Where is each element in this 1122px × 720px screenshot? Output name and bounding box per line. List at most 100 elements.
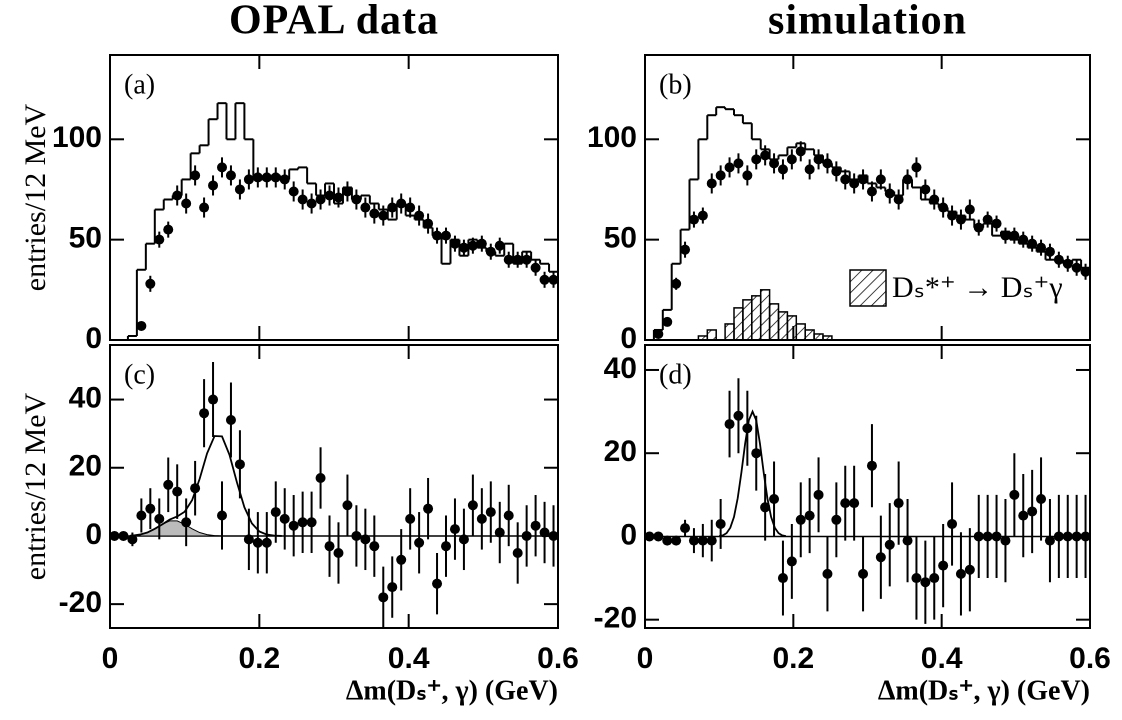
signal-bar (742, 299, 753, 340)
signal-bar (786, 315, 798, 340)
signal-bar (804, 329, 815, 340)
data-point (920, 577, 931, 588)
data-point (378, 592, 389, 603)
data-point (208, 394, 219, 405)
data-point (288, 520, 299, 531)
data-point (485, 246, 496, 257)
data-point (866, 186, 877, 197)
data-point (1018, 510, 1029, 521)
data-point (163, 224, 174, 235)
x-tick-label: 0.4 (388, 642, 430, 675)
data-point (680, 523, 691, 534)
data-point (902, 174, 913, 185)
data-point (715, 170, 726, 181)
x-tick-label: 0.4 (921, 642, 963, 675)
data-point (163, 479, 174, 490)
data-point (494, 527, 505, 538)
data-point (688, 214, 699, 225)
data-point (369, 208, 380, 219)
x-tick-label: 0 (637, 642, 654, 675)
data-point (982, 214, 993, 225)
y-tick-label: 0 (620, 322, 637, 355)
y-tick-label: 40 (604, 352, 637, 385)
data-point (494, 240, 505, 251)
data-point (1053, 531, 1064, 542)
y-tick-label: 0 (620, 518, 637, 551)
data-point (252, 537, 263, 548)
panel-label: (d) (659, 359, 692, 390)
data-point (172, 190, 183, 201)
data-point (190, 483, 201, 494)
signal-bar (751, 295, 762, 340)
data-point (991, 218, 1002, 229)
data-point (476, 513, 487, 524)
data-point (234, 184, 245, 195)
data-point (530, 520, 541, 531)
data-point (662, 535, 673, 546)
x-tick-label: 0 (102, 642, 119, 675)
data-point (795, 146, 806, 157)
data-point (252, 172, 263, 183)
data-point (261, 537, 272, 548)
data-point (181, 517, 192, 528)
data-point (521, 530, 532, 541)
y-tick-label: 0 (85, 322, 102, 355)
data-point (955, 214, 966, 225)
data-point (467, 240, 478, 251)
data-point (671, 278, 682, 289)
data-point (938, 202, 949, 213)
data-point (243, 174, 254, 185)
data-point (849, 178, 860, 189)
data-point (804, 164, 815, 175)
data-point (1080, 266, 1090, 277)
frame (109, 54, 559, 341)
data-point (1044, 535, 1055, 546)
data-point (136, 320, 147, 331)
data-point (503, 510, 514, 521)
data-point (378, 210, 389, 221)
signal-bar (777, 311, 789, 340)
data-point (893, 194, 904, 205)
signal-bar (795, 323, 806, 340)
data-point (503, 254, 514, 265)
data-point (902, 535, 913, 546)
data-point (742, 423, 753, 434)
legend-label: Dₛ*⁺ → Dₛ⁺γ (892, 271, 1063, 304)
signal-bar (724, 323, 735, 340)
data-point (315, 194, 326, 205)
data-point (742, 170, 753, 181)
data-point (279, 513, 290, 524)
data-point (548, 274, 558, 285)
data-point (1062, 258, 1073, 269)
data-point (733, 410, 744, 421)
data-point (982, 531, 993, 542)
data-point (432, 230, 443, 241)
y-tick-label: 20 (604, 435, 637, 468)
y-tick-label: -20 (594, 602, 637, 635)
y-axis-label: entries/12 MeV (19, 392, 52, 580)
data-point (458, 242, 469, 253)
data-point (938, 560, 949, 571)
data-point (1044, 246, 1055, 257)
data-point (512, 547, 523, 558)
signal-bar (759, 289, 771, 340)
y-tick-label: 40 (69, 381, 102, 414)
data-point (217, 510, 227, 521)
y-tick-label: -20 (59, 586, 102, 619)
data-point (662, 316, 673, 327)
data-point (947, 518, 958, 529)
data-point (297, 517, 308, 528)
signal-bar (706, 329, 717, 340)
data-point (1053, 254, 1064, 265)
data-point (1009, 230, 1020, 241)
plot-area (645, 378, 1090, 624)
data-point (1027, 506, 1038, 517)
data-point (697, 210, 708, 221)
data-point (893, 498, 904, 509)
y-axis-label: entries/12 MeV (19, 103, 52, 291)
data-point (315, 472, 326, 483)
data-point (225, 415, 236, 426)
data-point (351, 194, 362, 205)
data-point (467, 500, 478, 511)
x-tick-label: 0.2 (238, 642, 280, 675)
